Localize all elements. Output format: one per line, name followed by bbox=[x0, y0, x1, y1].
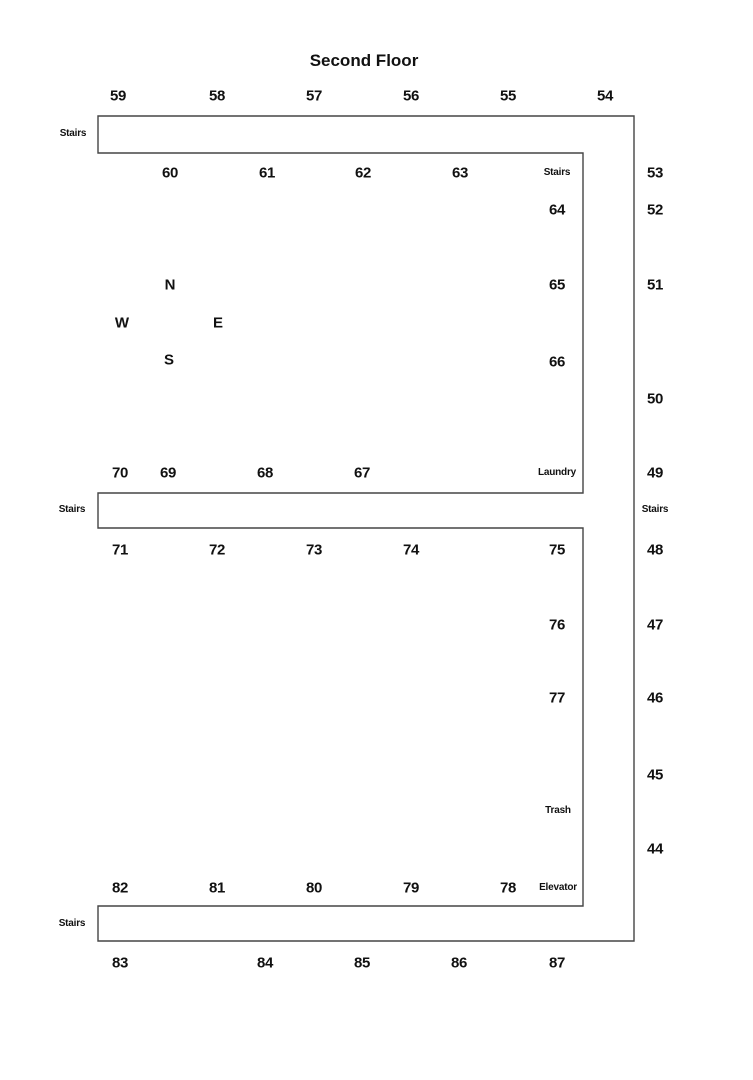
stairs-label-middle-left: Stairs bbox=[58, 504, 86, 515]
room-label-44: 44 bbox=[646, 840, 664, 858]
room-label-65: 65 bbox=[548, 276, 566, 294]
room-label-48: 48 bbox=[646, 541, 664, 559]
room-label-82: 82 bbox=[111, 879, 129, 897]
room-label-49: 49 bbox=[646, 464, 664, 482]
room-label-63: 63 bbox=[451, 164, 469, 182]
stairs-label-bottom-left: Stairs bbox=[58, 918, 86, 929]
compass-north-letter: N bbox=[164, 276, 176, 294]
stairs-label-top-left: Stairs bbox=[59, 128, 87, 139]
room-label-79: 79 bbox=[402, 879, 420, 897]
room-label-53: 53 bbox=[646, 164, 664, 182]
room-label-78: 78 bbox=[499, 879, 517, 897]
room-label-73: 73 bbox=[305, 541, 323, 559]
room-label-86: 86 bbox=[450, 954, 468, 972]
room-label-59: 59 bbox=[109, 87, 127, 105]
compass-west-letter: W bbox=[114, 314, 130, 332]
room-label-72: 72 bbox=[208, 541, 226, 559]
room-label-52: 52 bbox=[646, 201, 664, 219]
room-label-55: 55 bbox=[499, 87, 517, 105]
room-label-62: 62 bbox=[354, 164, 372, 182]
compass-east-letter: E bbox=[212, 314, 224, 332]
room-label-67: 67 bbox=[353, 464, 371, 482]
elevator-label: Elevator bbox=[539, 882, 577, 893]
trash-label: Trash bbox=[545, 805, 571, 816]
room-label-77: 77 bbox=[548, 689, 566, 707]
stairs-label-middle-right: Stairs bbox=[641, 504, 669, 515]
room-label-84: 84 bbox=[256, 954, 274, 972]
room-label-45: 45 bbox=[646, 766, 664, 784]
room-label-47: 47 bbox=[646, 616, 664, 634]
room-label-81: 81 bbox=[208, 879, 226, 897]
room-label-50: 50 bbox=[646, 390, 664, 408]
room-label-57: 57 bbox=[305, 87, 323, 105]
room-label-68: 68 bbox=[256, 464, 274, 482]
room-label-71: 71 bbox=[111, 541, 129, 559]
corridor-outline-path bbox=[97, 115, 635, 942]
laundry-label: Laundry bbox=[537, 467, 577, 478]
room-label-74: 74 bbox=[402, 541, 420, 559]
room-label-64: 64 bbox=[548, 201, 566, 219]
room-label-85: 85 bbox=[353, 954, 371, 972]
room-label-76: 76 bbox=[548, 616, 566, 634]
room-label-58: 58 bbox=[208, 87, 226, 105]
room-label-60: 60 bbox=[161, 164, 179, 182]
room-label-46: 46 bbox=[646, 689, 664, 707]
room-label-66: 66 bbox=[548, 353, 566, 371]
room-label-69: 69 bbox=[159, 464, 177, 482]
room-label-61: 61 bbox=[258, 164, 276, 182]
room-label-83: 83 bbox=[111, 954, 129, 972]
room-label-56: 56 bbox=[402, 87, 420, 105]
compass-south-letter: S bbox=[163, 351, 175, 369]
page-title: Second Floor bbox=[309, 51, 419, 70]
stairs-label-upper-right: Stairs bbox=[543, 167, 571, 178]
room-label-54: 54 bbox=[596, 87, 614, 105]
room-label-75: 75 bbox=[548, 541, 566, 559]
room-label-87: 87 bbox=[548, 954, 566, 972]
room-label-51: 51 bbox=[646, 276, 664, 294]
room-label-80: 80 bbox=[305, 879, 323, 897]
room-label-70: 70 bbox=[111, 464, 129, 482]
